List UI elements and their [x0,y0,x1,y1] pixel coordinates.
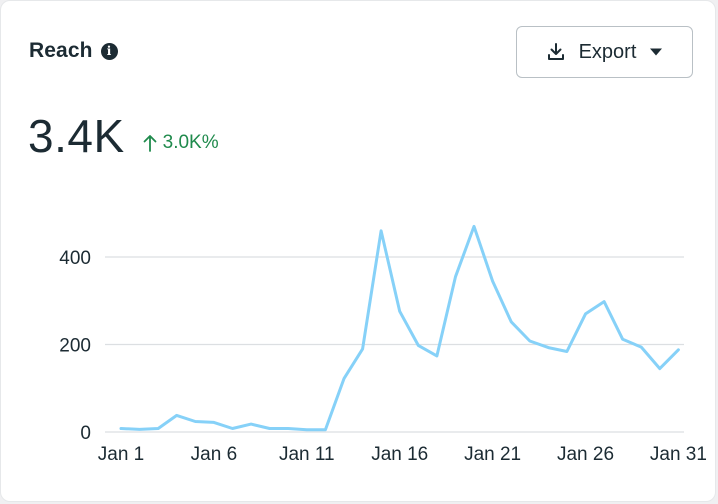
x-tick-label: Jan 16 [371,444,428,465]
info-icon[interactable]: i [100,42,118,60]
card-title: Reach [29,39,93,62]
x-axis-labels: Jan 1 Jan 6 Jan 11 Jan 16 Jan 21 Jan 26 Jan 31 [98,444,707,465]
download-icon [547,43,564,60]
x-tick-label: Jan 21 [464,444,521,465]
caret-down-icon [650,48,663,56]
export-button[interactable]: Export [516,26,693,78]
y-tick-label: 0 [80,423,91,444]
metric-row: 3.4K 3.0K% [28,109,219,163]
delta-indicator: 3.0K% [143,132,219,154]
y-tick-label: 400 [59,248,91,269]
y-tick-label: 200 [59,336,91,357]
x-tick-label: Jan 11 [279,444,335,465]
x-tick-label: Jan 26 [557,444,614,465]
x-tick-label: Jan 31 [650,444,707,465]
series-lines [119,224,680,432]
delta-value: 3.0K% [162,132,219,153]
grid-lines [105,256,684,433]
metric-value: 3.4K [28,110,125,162]
y-axis-labels: 0 200 400 [59,248,91,444]
export-label: Export [578,40,637,63]
x-tick-label: Jan 6 [191,444,237,465]
x-tick-label: Jan 1 [98,444,144,465]
title-row: Reach i [29,39,118,63]
arrow-up-icon [143,135,157,152]
series-line [119,224,680,432]
